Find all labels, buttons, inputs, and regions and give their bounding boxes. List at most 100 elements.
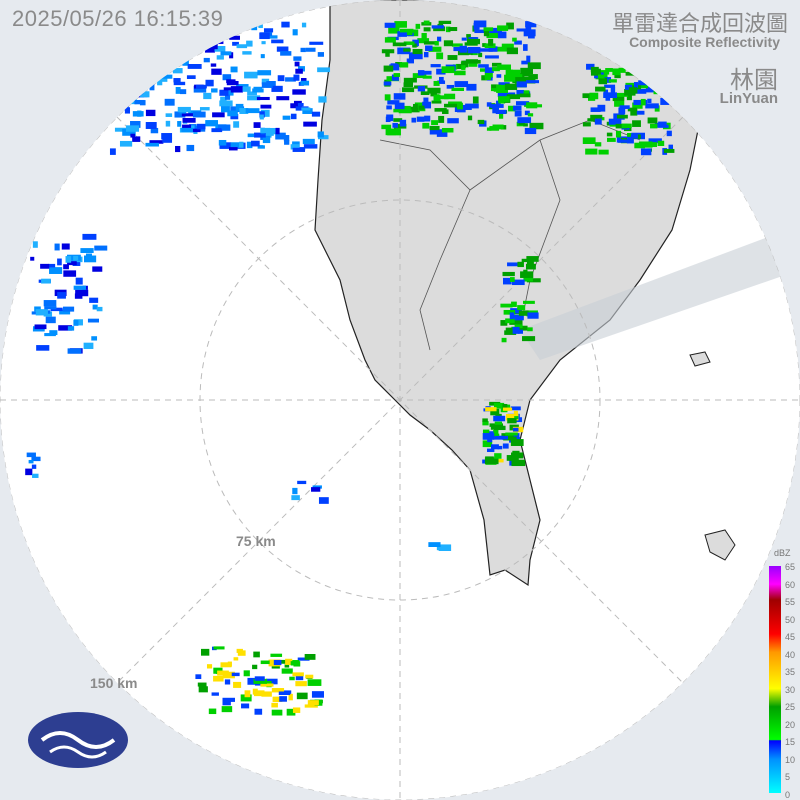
- echo-cell: [44, 306, 56, 309]
- echo-cell: [595, 119, 602, 125]
- echo-cell: [133, 111, 144, 116]
- echo-cell: [661, 69, 665, 72]
- echo-cell: [665, 62, 674, 67]
- echo-cell: [308, 679, 322, 686]
- echo-cell: [652, 142, 657, 147]
- echo-cell: [607, 133, 613, 137]
- echo-cell: [264, 28, 273, 32]
- echo-cell: [197, 124, 205, 130]
- echo-cell: [457, 103, 463, 110]
- echo-cell: [403, 48, 410, 51]
- echo-cell: [654, 64, 664, 70]
- echo-cell: [487, 127, 491, 130]
- echo-cell: [258, 23, 262, 28]
- echo-cell: [641, 148, 651, 155]
- echo-cell: [291, 114, 297, 119]
- echo-cell: [665, 62, 673, 66]
- echo-cell: [528, 113, 533, 116]
- echo-cell: [173, 39, 178, 43]
- echo-cell: [68, 348, 82, 353]
- echo-cell: [514, 411, 518, 415]
- echo-cell: [213, 676, 224, 682]
- echo-cell: [237, 44, 248, 48]
- echo-cell: [63, 270, 76, 276]
- echo-cell: [492, 67, 500, 71]
- echo-cell: [284, 140, 289, 145]
- echo-cell: [482, 418, 488, 421]
- echo-cell: [209, 35, 213, 40]
- echo-cell: [498, 32, 506, 39]
- echo-cell: [424, 27, 431, 31]
- echo-cell: [104, 76, 109, 80]
- echo-cell: [255, 709, 263, 715]
- echo-cell: [662, 68, 671, 72]
- echo-cell: [385, 50, 389, 57]
- echo-cell: [424, 21, 430, 25]
- echo-cell: [261, 661, 270, 665]
- echo-cell: [507, 262, 518, 266]
- echo-cell: [497, 47, 508, 52]
- echo-cell: [187, 47, 201, 52]
- echo-cell: [126, 49, 136, 55]
- echo-cell: [214, 646, 225, 649]
- echo-cell: [308, 700, 319, 705]
- echo-cell: [318, 96, 326, 102]
- legend-tick: 65: [785, 562, 795, 572]
- echo-cell: [462, 38, 467, 41]
- echo-cell: [178, 107, 191, 112]
- echo-cell: [234, 657, 239, 660]
- echo-cell: [519, 310, 529, 315]
- echo-cell: [312, 691, 324, 698]
- echo-cell: [442, 109, 449, 114]
- echo-cell: [254, 122, 261, 128]
- echo-cell: [57, 259, 62, 266]
- echo-cell: [297, 693, 308, 700]
- echo-cell: [279, 691, 290, 695]
- echo-cell: [233, 121, 239, 127]
- legend-tick: 15: [785, 737, 795, 747]
- station-name-en: LinYuan: [720, 90, 778, 107]
- legend-tick: 55: [785, 597, 795, 607]
- echo-cell: [626, 72, 639, 76]
- echo-cell: [666, 73, 674, 77]
- echo-cell: [493, 125, 504, 130]
- echo-cell: [27, 453, 36, 458]
- echo-cell: [523, 301, 535, 304]
- echo-cell: [277, 47, 289, 52]
- echo-cell: [200, 107, 210, 110]
- echo-cell: [195, 674, 201, 679]
- echo-cell: [616, 131, 621, 138]
- echo-cell: [513, 106, 521, 111]
- echo-cell: [41, 279, 51, 284]
- echo-cell: [302, 23, 306, 28]
- echo-cell: [392, 123, 398, 128]
- echo-cell: [305, 675, 313, 679]
- echo-cell: [490, 104, 503, 108]
- echo-cell: [491, 444, 499, 449]
- echo-cell: [244, 670, 250, 676]
- echo-cell: [246, 41, 252, 47]
- echo-cell: [394, 73, 401, 77]
- echo-cell: [103, 104, 115, 109]
- echo-cell: [385, 94, 391, 100]
- echo-cell: [196, 85, 207, 89]
- echo-cell: [527, 327, 532, 331]
- echo-cell: [114, 49, 120, 53]
- echo-cell: [260, 683, 273, 686]
- echo-cell: [461, 65, 465, 70]
- echo-cell: [82, 234, 96, 240]
- echo-cell: [204, 58, 210, 62]
- echo-cell: [448, 27, 457, 31]
- echo-cell: [305, 654, 316, 660]
- echo-cell: [478, 120, 485, 124]
- legend-tick: 25: [785, 702, 795, 712]
- echo-cell: [140, 100, 146, 105]
- echo-cell: [212, 692, 219, 695]
- echo-cell: [492, 108, 499, 114]
- legend-tick: 35: [785, 667, 795, 677]
- echo-cell: [419, 106, 425, 110]
- echo-cell: [439, 21, 452, 24]
- echo-cell: [114, 86, 122, 93]
- echo-cell: [424, 52, 428, 57]
- dbz-legend: dBZ 65 60 55 50 45 40 35 30 25 20 15 10 5 0: [766, 548, 800, 798]
